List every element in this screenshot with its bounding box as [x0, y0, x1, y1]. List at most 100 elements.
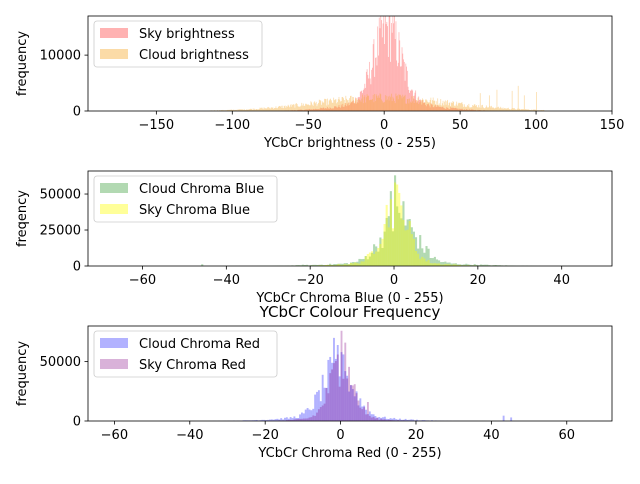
histogram-bar [454, 106, 455, 111]
legend-label: Sky Chroma Blue [139, 203, 250, 218]
x-tick-label: 150 [600, 118, 625, 133]
histogram-bar [440, 105, 441, 111]
histogram-bar [315, 103, 316, 111]
y-tick-label: 0 [73, 260, 81, 275]
histogram-bar [386, 24, 387, 111]
histogram-bar [330, 100, 331, 111]
histogram-bar [381, 20, 382, 111]
histogram-bar [390, 199, 392, 266]
histogram-bar [460, 103, 461, 111]
histogram-bar [507, 108, 508, 111]
histogram-bar [475, 104, 476, 111]
histogram-bar [318, 103, 319, 111]
histogram-bar [479, 107, 480, 111]
histogram-bar [320, 407, 322, 421]
histogram-bar [431, 98, 432, 111]
histogram-bar [276, 108, 277, 111]
histogram-bar [351, 96, 352, 111]
histogram-bar [383, 24, 384, 111]
histogram-bar [280, 107, 281, 111]
histogram-bar [398, 193, 400, 266]
histogram-bar [424, 103, 425, 111]
histogram-bar [332, 103, 333, 111]
histogram-bar [277, 108, 278, 111]
histogram-bar [508, 108, 509, 111]
histogram-bar [284, 106, 285, 111]
histogram-bar [426, 100, 427, 111]
histogram-bar [468, 106, 469, 111]
histogram-bar [297, 104, 298, 111]
x-tick-label: 60 [558, 428, 575, 443]
histogram-bar [367, 402, 369, 421]
histogram-bar [423, 258, 425, 266]
histogram-bar [434, 101, 435, 111]
histogram-bar [467, 105, 468, 111]
histogram-bar [412, 101, 413, 111]
histogram-bar [271, 107, 272, 111]
histogram-bar [375, 101, 376, 111]
histogram-bar [345, 96, 346, 111]
histogram-bar [365, 103, 366, 111]
histogram-bar [359, 100, 360, 111]
histogram-bar [331, 100, 332, 111]
histogram-bar [348, 100, 349, 111]
histogram-bar [497, 90, 498, 111]
histogram-bar [368, 96, 369, 111]
histogram-bar [355, 101, 356, 111]
histogram-bar [321, 105, 322, 111]
histogram-bar [327, 393, 329, 421]
histogram-bar [288, 106, 289, 111]
histogram-bar [417, 254, 419, 266]
x-axis-label: YCbCr brightness (0 - 255) [263, 136, 436, 151]
histogram-bar [296, 103, 297, 111]
histogram-bar [408, 103, 409, 111]
histogram-bar [317, 106, 318, 111]
histogram-bar [449, 103, 450, 111]
histogram-bar [350, 96, 351, 111]
histogram-bar [392, 101, 393, 111]
histogram-bar [408, 99, 409, 111]
histogram-bar [354, 103, 355, 111]
histogram-bar [453, 101, 454, 111]
histogram-bar [370, 100, 371, 111]
histogram-bar [399, 95, 400, 111]
histogram-bar [451, 102, 452, 111]
histogram-bar [361, 99, 362, 111]
x-tick-label: −60 [101, 428, 128, 443]
histogram-bar [358, 103, 359, 111]
histogram-bar [384, 44, 385, 111]
histogram-bar [316, 413, 318, 421]
legend-swatch [100, 183, 128, 193]
histogram-bar [480, 93, 481, 111]
histogram-bar [456, 102, 457, 111]
histogram-bar [430, 263, 432, 266]
histogram-bar [288, 105, 289, 111]
x-tick-label: −40 [213, 273, 240, 288]
histogram-bar [268, 107, 269, 111]
histogram-bar [387, 100, 388, 111]
histogram-bar [400, 205, 402, 266]
histogram-bar [390, 97, 391, 111]
histogram-bar [411, 103, 412, 111]
histogram-bar [417, 100, 418, 111]
histogram-bar [367, 96, 368, 111]
histogram-bar [358, 401, 360, 421]
histogram-bar [352, 97, 353, 111]
x-tick-label: 100 [524, 118, 549, 133]
histogram-bar [481, 105, 482, 111]
histogram-bar [292, 105, 293, 111]
histogram-bar [295, 104, 296, 111]
histogram-bar [363, 262, 365, 266]
histogram-bar [378, 95, 379, 111]
histogram-bar [452, 103, 453, 111]
histogram-bar [349, 98, 350, 111]
histogram-bar [433, 98, 434, 111]
histogram-bar [425, 261, 427, 266]
histogram-bar [455, 106, 456, 111]
histogram-bar [395, 103, 396, 111]
histogram-bar [405, 230, 407, 266]
